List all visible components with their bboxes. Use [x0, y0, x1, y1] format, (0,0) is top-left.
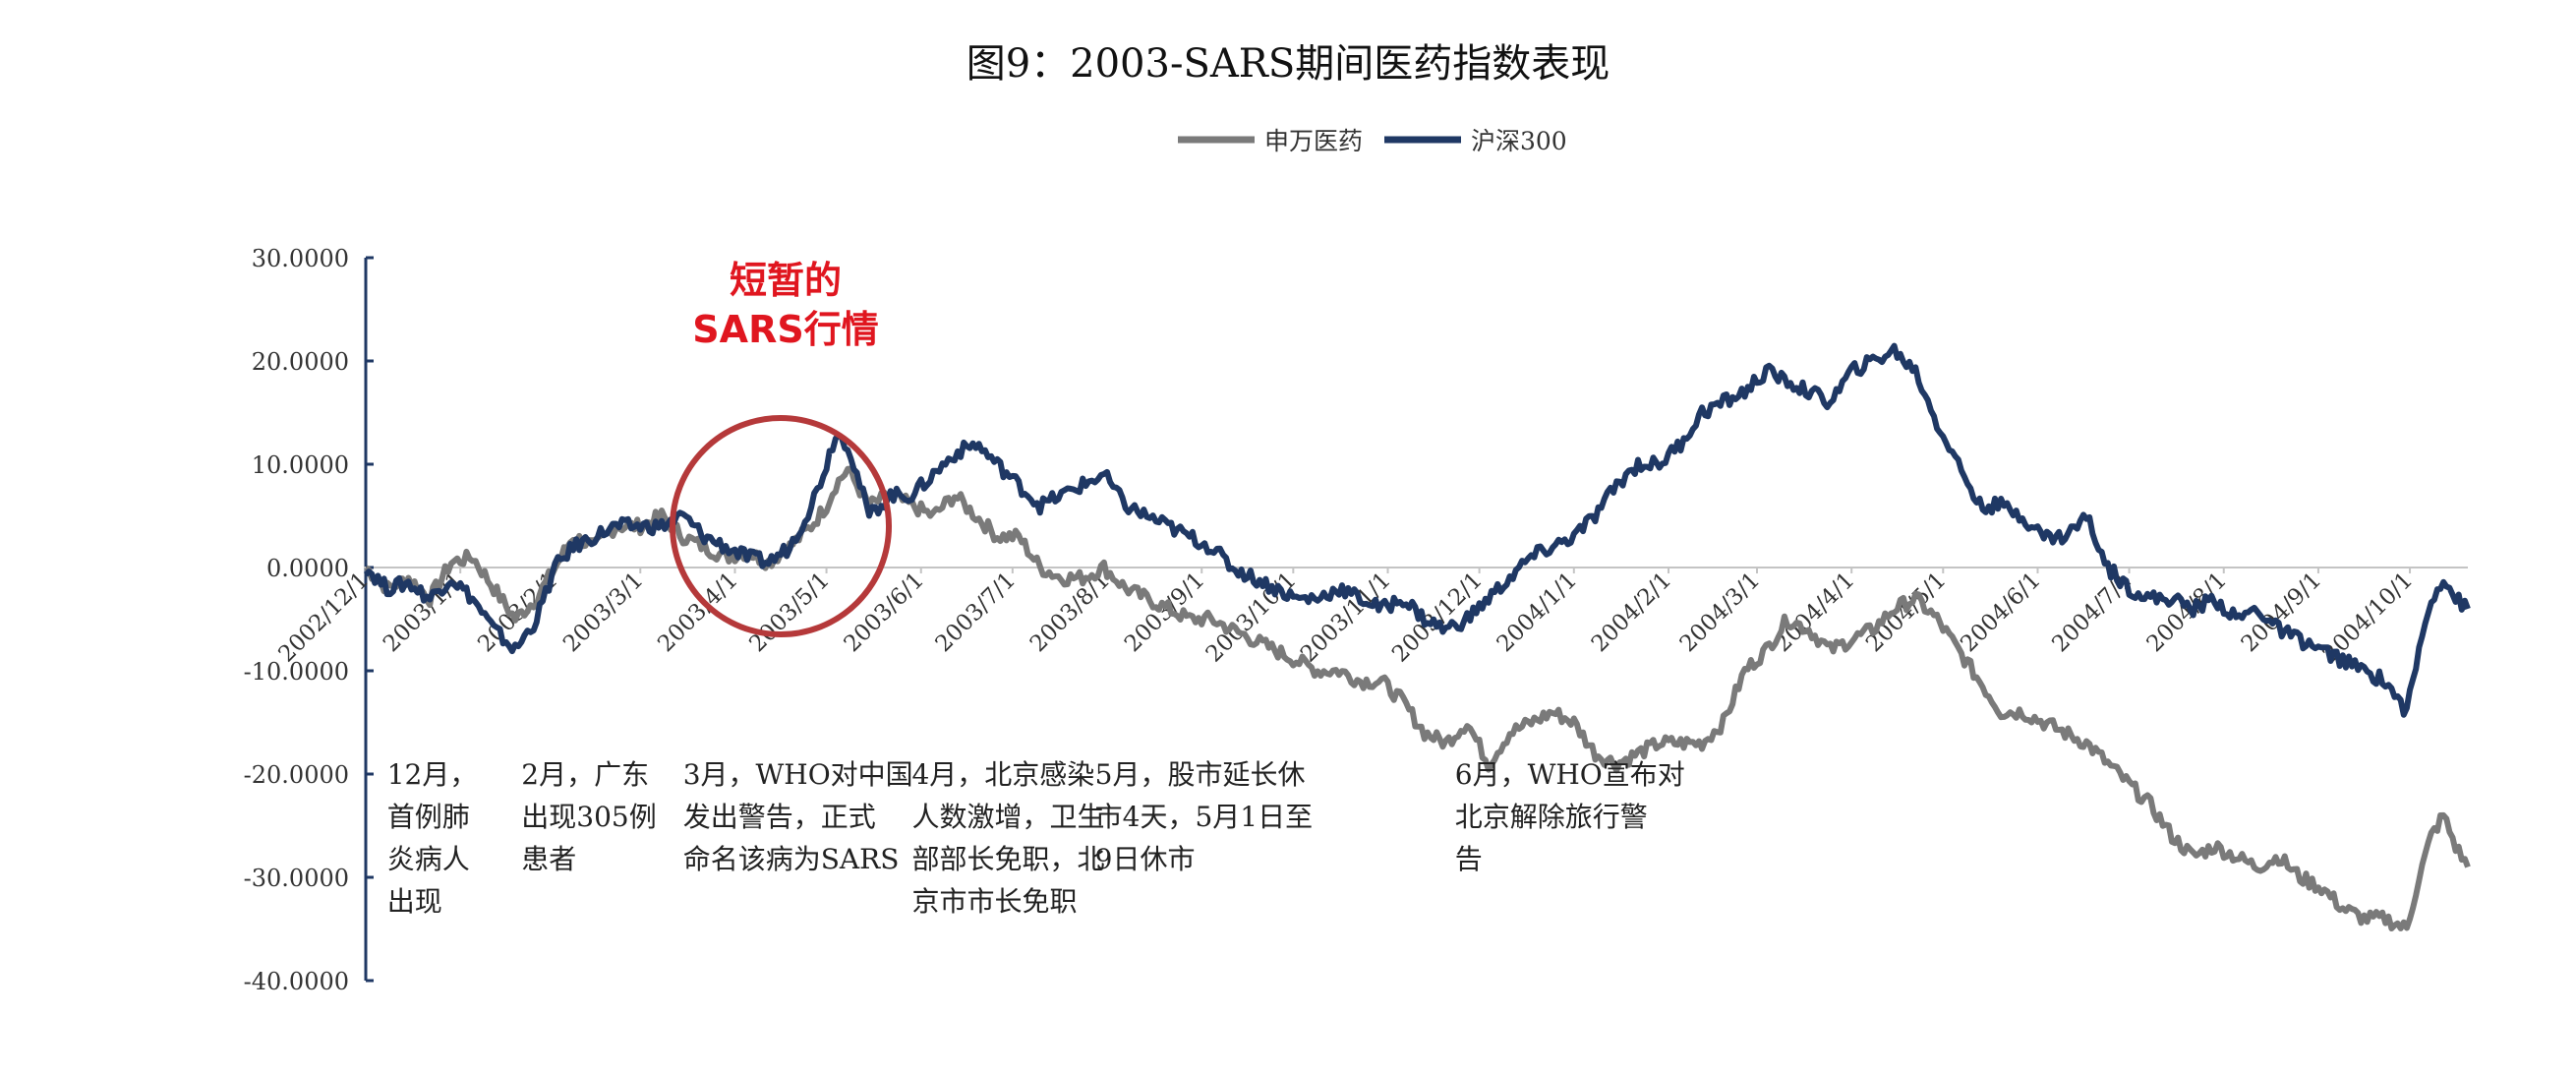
event-note-3-line-2: 部部长免职，北	[911, 843, 1104, 875]
event-note-0-line-0: 12月，	[387, 758, 478, 791]
chart-title: 图9：2003-SARS期间医药指数表现	[966, 41, 1610, 87]
series-line-0	[364, 465, 2471, 931]
x-tick-label: 2003/11/1	[1296, 568, 1396, 668]
legend: 申万医药 沪深300	[1178, 127, 1567, 155]
event-note-2-line-2: 命名该病为SARS	[683, 843, 900, 875]
x-tick-label: 2003/5/1	[744, 568, 834, 657]
event-note-4-line-1: 市4天，5月1日至	[1095, 801, 1313, 833]
event-note-5-line-0: 6月，WHO宣布对	[1455, 758, 1685, 791]
event-note-4-line-2: 9日休市	[1095, 843, 1196, 875]
legend-label-1: 沪深300	[1471, 127, 1567, 155]
legend-label-0: 申万医药	[1264, 127, 1363, 155]
x-tick-label: 2003/4/1	[653, 568, 742, 657]
event-note-5-line-2: 告	[1455, 843, 1483, 875]
sars-highlight-circle	[670, 415, 893, 637]
y-tick-label: -40.0000	[244, 968, 349, 995]
event-note-0-line-3: 出现	[387, 885, 442, 918]
x-tick-label: 2004/2/1	[1587, 568, 1676, 657]
y-tick-label: 30.0000	[252, 245, 349, 272]
x-tick-label: 2003/3/1	[558, 568, 648, 657]
series-line-1	[363, 342, 2471, 718]
event-note-1-line-0: 2月，广东	[521, 758, 649, 791]
callout-line-1: SARS行情	[692, 308, 878, 351]
y-tick-label: 0.0000	[266, 555, 349, 582]
x-tick-label: 2004/8/1	[2142, 568, 2232, 657]
x-tick-label: 2003/9/1	[1120, 568, 1209, 657]
callout-line-0: 短暂的	[730, 259, 842, 302]
y-tick-label: -10.0000	[244, 658, 349, 686]
event-note-1-line-2: 患者	[521, 843, 576, 875]
event-note-0-line-1: 首例肺	[387, 801, 470, 833]
event-note-2-line-0: 3月，WHO对中国	[683, 758, 913, 791]
x-tick-label: 2003/1/1	[379, 568, 468, 657]
y-tick-label: 20.0000	[252, 348, 349, 376]
event-note-4-line-0: 5月，股市延长休	[1095, 758, 1306, 791]
event-note-2-line-1: 发出警告，正式	[683, 801, 876, 833]
event-note-3-line-0: 4月，北京感染	[911, 758, 1094, 791]
x-tick-label: 2003/6/1	[840, 568, 929, 657]
x-tick-label: 2003/7/1	[931, 568, 1021, 657]
event-note-1-line-1: 出现305例	[521, 801, 656, 833]
event-note-5-line-1: 北京解除旅行警	[1455, 801, 1648, 833]
event-note-3-line-3: 京市市长免职	[911, 885, 1077, 918]
x-tick-label: 2004/3/1	[1675, 568, 1765, 657]
x-tick-label: 2002/12/1	[273, 568, 374, 668]
event-note-0-line-2: 炎病人	[387, 843, 470, 875]
y-tick-label: 10.0000	[252, 451, 349, 479]
event-note-3-line-1: 人数激增，卫生	[911, 801, 1104, 833]
y-tick-label: -20.0000	[244, 761, 349, 789]
y-tick-label: -30.0000	[244, 865, 349, 892]
x-tick-label: 2004/6/1	[1956, 568, 2045, 657]
